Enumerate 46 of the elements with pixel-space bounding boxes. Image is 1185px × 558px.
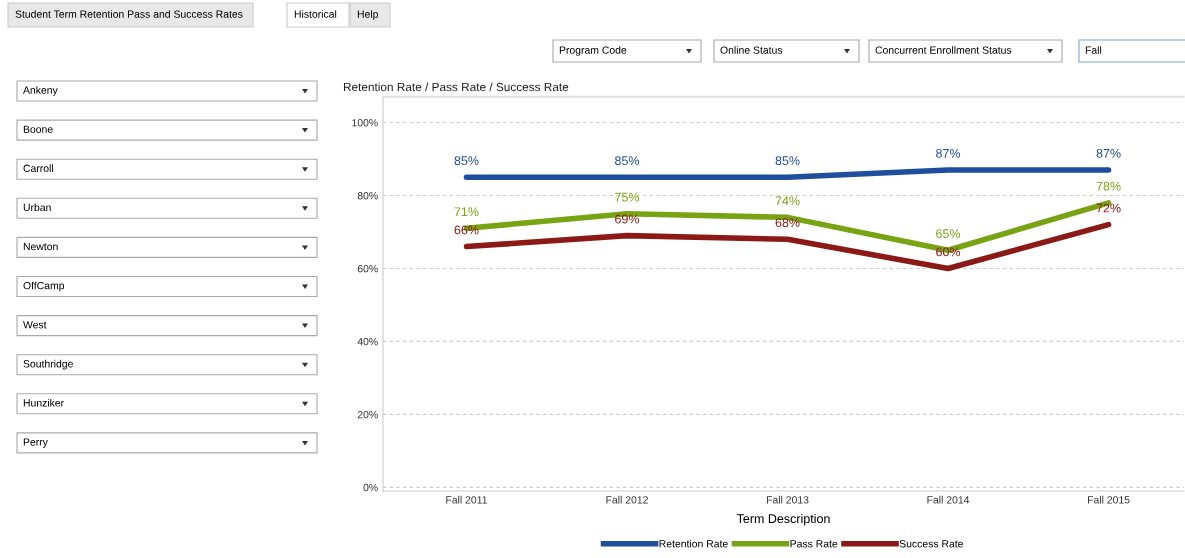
data-label: 72% bbox=[1096, 203, 1121, 213]
x-tick-label: Fall 2015 bbox=[1087, 495, 1130, 504]
x-axis-title: Term Description bbox=[736, 513, 830, 526]
data-label: 87% bbox=[1096, 148, 1121, 158]
text: Fall bbox=[1085, 46, 1102, 54]
text: Southridge bbox=[23, 359, 73, 370]
data-label: 69% bbox=[615, 214, 640, 224]
y-tick-label: 80% bbox=[357, 192, 378, 200]
text: Student Term Retention Pass and Success Rates bbox=[15, 10, 243, 18]
text: Program Code bbox=[559, 46, 627, 56]
data-label: 85% bbox=[775, 156, 800, 166]
text: Help bbox=[357, 10, 378, 20]
text: Online Status bbox=[720, 46, 783, 54]
data-label: 85% bbox=[615, 156, 640, 166]
x-tick-label: Fall 2013 bbox=[766, 495, 809, 504]
data-label: 68% bbox=[775, 218, 800, 228]
text: OffCamp bbox=[23, 281, 65, 292]
legend-label: Success Rate bbox=[899, 540, 963, 548]
y-tick-label: 60% bbox=[357, 264, 378, 273]
text: Urban bbox=[23, 203, 51, 212]
chart-title: Retention Rate / Pass Rate / Success Rate bbox=[343, 82, 569, 92]
y-tick-label: 40% bbox=[357, 337, 378, 346]
x-tick-label: Fall 2012 bbox=[606, 495, 648, 504]
text: Hunziker bbox=[23, 398, 64, 407]
x-tick-label: Fall 2014 bbox=[927, 495, 970, 504]
legend-label: Retention Rate bbox=[659, 539, 728, 548]
data-label: 75% bbox=[615, 192, 640, 202]
text: Perry bbox=[23, 438, 48, 448]
x-tick-label: Fall 2011 bbox=[446, 495, 488, 504]
data-label: 74% bbox=[775, 196, 800, 206]
data-label: 71% bbox=[454, 207, 479, 217]
y-tick-label: 0% bbox=[363, 483, 378, 492]
data-label: 65% bbox=[936, 229, 961, 239]
text: Carroll bbox=[23, 164, 53, 172]
text: Concurrent Enrollment Status bbox=[875, 46, 1012, 54]
text: Historical bbox=[294, 10, 337, 18]
y-tick-label: 20% bbox=[357, 410, 378, 419]
legend-label: Pass Rate bbox=[790, 540, 838, 548]
text: West bbox=[23, 321, 47, 329]
text: Boone bbox=[23, 125, 53, 133]
data-label: 78% bbox=[1096, 181, 1121, 191]
text: Ankeny bbox=[23, 86, 58, 96]
data-label: 87% bbox=[936, 148, 961, 158]
y-tick-label: 100% bbox=[352, 119, 378, 127]
text: Newton bbox=[23, 242, 58, 251]
data-label: 85% bbox=[454, 156, 479, 166]
